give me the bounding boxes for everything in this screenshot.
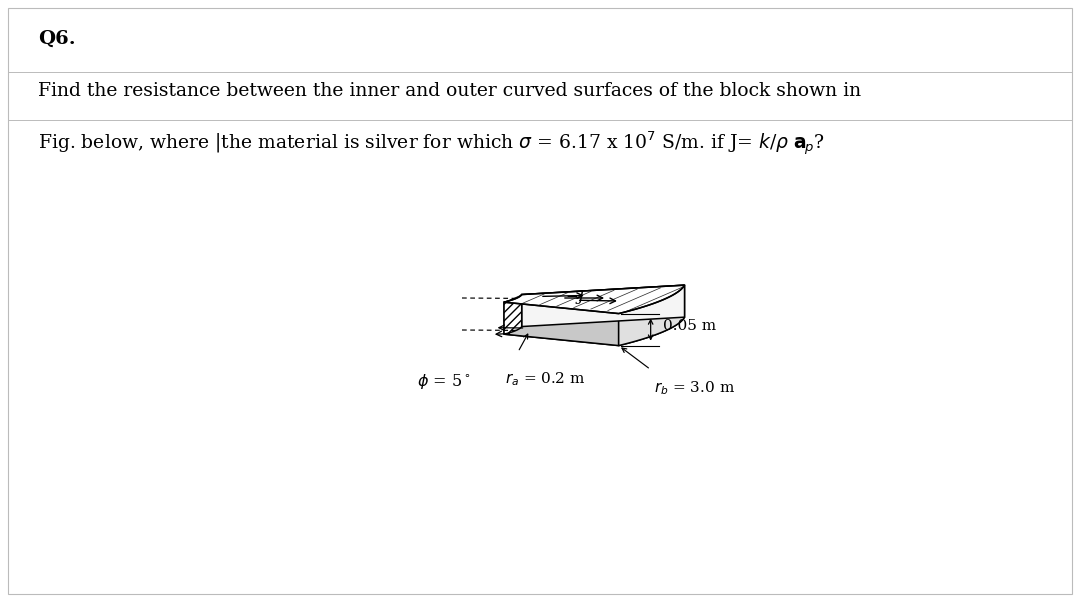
Text: Q6.: Q6. xyxy=(38,30,76,48)
Polygon shape xyxy=(504,317,685,346)
Text: $r_b$ = 3.0 m: $r_b$ = 3.0 m xyxy=(653,380,734,397)
Polygon shape xyxy=(504,302,619,346)
Text: 0.05 m: 0.05 m xyxy=(663,318,716,332)
FancyBboxPatch shape xyxy=(8,8,1072,594)
Text: Fig. below, where $|$the material is silver for which $\sigma$ = 6.17 x 10$^7$ S: Fig. below, where $|$the material is sil… xyxy=(38,130,824,158)
Polygon shape xyxy=(522,285,685,326)
Text: $r_a$ = 0.2 m: $r_a$ = 0.2 m xyxy=(504,370,585,388)
Polygon shape xyxy=(504,294,522,334)
Text: Find the resistance between the inner and outer curved surfaces of the block sho: Find the resistance between the inner an… xyxy=(38,82,861,100)
Polygon shape xyxy=(619,285,685,346)
Polygon shape xyxy=(504,285,685,314)
Text: $\phi$ = 5$^\circ$: $\phi$ = 5$^\circ$ xyxy=(417,371,471,391)
Text: $-$J: $-$J xyxy=(565,288,586,306)
